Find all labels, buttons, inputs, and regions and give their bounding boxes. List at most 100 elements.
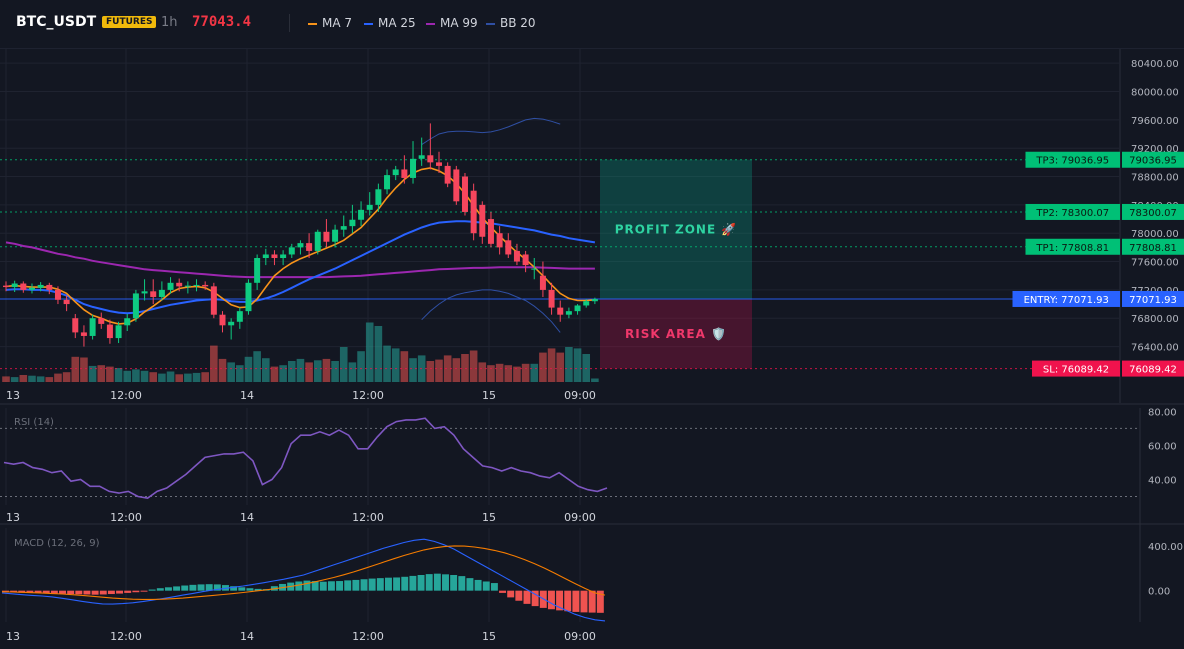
candle-body (470, 190, 477, 234)
candle-body (340, 226, 347, 230)
macd-tick-label: 400.00 (1148, 542, 1183, 553)
volume-bar (253, 351, 261, 382)
volume-bar (210, 345, 218, 382)
candle-body (98, 318, 105, 324)
legend-ma25[interactable]: MA 25 (364, 16, 416, 30)
time-axis-label: 14 (240, 511, 254, 524)
legend-label: BB 20 (500, 16, 536, 30)
macd-histogram-bar (140, 590, 148, 592)
risk-zone (600, 298, 752, 369)
rsi-pane[interactable]: 80.00 60.00 40.00 RSI (14) (0, 407, 1177, 500)
macd-histogram-bar (466, 578, 474, 591)
macd-histogram-bar (91, 590, 99, 595)
candle-body (210, 286, 217, 315)
level-axis-tag-entry (1122, 290, 1184, 307)
volume-bar (452, 358, 461, 382)
price-tick-label: 78800.00 (1131, 173, 1179, 184)
candle-body (323, 231, 330, 242)
level-axis-label-tp3: 79036.95 (1129, 156, 1177, 167)
volume-bar (123, 370, 132, 382)
volume-bar (556, 352, 565, 382)
candle-body (167, 282, 174, 290)
candle-body (375, 189, 382, 205)
volume-bar (262, 358, 270, 382)
volume-bar (184, 373, 192, 382)
candle-body (531, 268, 538, 270)
macd-pane[interactable]: 400.00 0.00 MACD (12, 26, 9) (1, 538, 1183, 622)
candle-body (436, 162, 442, 166)
volume-bar (443, 355, 452, 382)
candle-body (306, 243, 313, 251)
candle-body (280, 254, 287, 259)
price-tick-label: 78000.00 (1131, 229, 1179, 240)
volume-bar (487, 365, 495, 382)
price-tick-label: 79200.00 (1131, 144, 1179, 155)
volume-bar (478, 362, 487, 382)
timeframe-label[interactable]: 1h (161, 15, 178, 30)
price-pane[interactable]: 80400.00 80000.00 79600.00 79200.00 78800.00… (0, 59, 1184, 382)
volume-bar (71, 356, 80, 382)
candle-body (176, 282, 183, 287)
legend-ma7[interactable]: MA 7 (308, 16, 352, 30)
candle-body (574, 305, 581, 312)
signal-line (1, 545, 606, 600)
candle-body (522, 254, 529, 266)
candle-body (314, 231, 321, 251)
volume-bar (365, 322, 374, 382)
macd-histogram-bar (295, 581, 303, 591)
candle-body (132, 293, 139, 319)
candle-body (202, 284, 209, 287)
level-label-tp1: TP1: 77808.81 (1035, 243, 1109, 254)
candle-body (54, 289, 61, 300)
macd-title: MACD (12, 26, 9) (14, 538, 100, 549)
legend-ma99[interactable]: MA 99 (426, 16, 478, 30)
volume-bar (331, 361, 339, 382)
candle-body (565, 311, 572, 315)
risk-zone-label: RISK AREA 🛡️ (625, 327, 727, 341)
candle-body (358, 209, 365, 220)
price-tick-label: 76800.00 (1131, 314, 1179, 325)
macd-histogram-bar (116, 590, 124, 594)
level-axis-label-sl: 76089.42 (1129, 365, 1177, 376)
macd-histogram-bar (360, 579, 368, 591)
volume-bar (339, 347, 348, 382)
macd-histogram-bar (547, 590, 555, 610)
volume-bar (409, 358, 417, 382)
candle-body (262, 254, 269, 259)
macd-histogram-bar (425, 574, 433, 591)
ma25-line (5, 220, 596, 315)
volume-bar (591, 378, 599, 382)
volume-bar (28, 375, 36, 382)
volume-bar (357, 351, 365, 382)
volume-bar (469, 350, 478, 382)
candle-body (583, 301, 590, 306)
candle-body (184, 285, 191, 287)
candle-body (539, 275, 546, 290)
volume-bar (80, 357, 88, 382)
volume-bar (10, 377, 19, 382)
candle-body (115, 325, 122, 339)
macd-histogram-bar (59, 590, 66, 594)
symbol-name[interactable]: BTC_USDT (16, 14, 97, 30)
candle-body (513, 250, 520, 262)
volume-bar (218, 358, 227, 382)
time-axis-label: 13 (6, 389, 20, 402)
volume-bar (236, 365, 244, 382)
candle-body (11, 283, 18, 288)
macd-histogram-bar (197, 584, 205, 591)
time-axis-label: 12:00 (352, 630, 384, 643)
macd-histogram-bar (50, 590, 58, 594)
macd-histogram-bar (393, 577, 401, 591)
macd-histogram-bar (230, 586, 238, 591)
legend-bb20[interactable]: BB 20 (486, 16, 536, 30)
volume-bar (106, 366, 114, 382)
legend-swatch (486, 22, 495, 25)
candle-body (254, 258, 261, 283)
candle-body (418, 155, 425, 159)
macd-histogram-bar (254, 588, 262, 591)
macd-histogram-bar (99, 590, 107, 595)
macd-histogram-bar (336, 581, 344, 591)
candle-body (141, 291, 148, 294)
candle-body (496, 233, 503, 248)
